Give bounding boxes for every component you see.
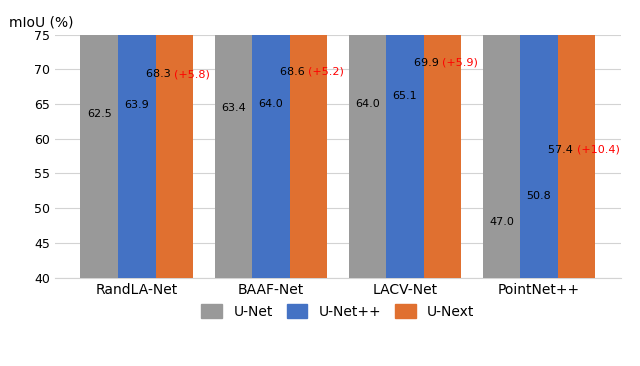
- Text: 47.0: 47.0: [489, 217, 514, 227]
- Text: (+5.8): (+5.8): [174, 69, 210, 79]
- Text: 68.3: 68.3: [146, 69, 174, 79]
- Text: 64.0: 64.0: [259, 99, 284, 109]
- Text: 63.9: 63.9: [124, 100, 149, 110]
- Text: (+5.9): (+5.9): [442, 58, 478, 68]
- Bar: [81, 0, 118, 278]
- Bar: [424, 0, 461, 278]
- Text: 63.4: 63.4: [221, 103, 246, 113]
- Text: mIoU (%): mIoU (%): [10, 16, 74, 30]
- Text: 62.5: 62.5: [87, 109, 111, 119]
- Bar: [214, 0, 252, 278]
- Text: 57.4: 57.4: [548, 145, 577, 155]
- Text: (+10.4): (+10.4): [577, 145, 620, 155]
- Bar: [483, 0, 520, 278]
- Bar: [118, 0, 156, 278]
- Text: 69.9: 69.9: [414, 58, 442, 68]
- Bar: [252, 0, 290, 278]
- Bar: [156, 0, 193, 278]
- Text: 64.0: 64.0: [355, 99, 380, 109]
- Text: 65.1: 65.1: [392, 91, 417, 101]
- Text: 68.6: 68.6: [280, 67, 308, 77]
- Bar: [520, 0, 558, 278]
- Bar: [386, 0, 424, 278]
- Bar: [349, 0, 386, 278]
- Text: 50.8: 50.8: [527, 191, 552, 201]
- Bar: [290, 0, 327, 278]
- Text: (+5.2): (+5.2): [308, 67, 344, 77]
- Legend: U-Net, U-Net++, U-Next: U-Net, U-Net++, U-Next: [196, 298, 480, 324]
- Bar: [558, 0, 595, 278]
